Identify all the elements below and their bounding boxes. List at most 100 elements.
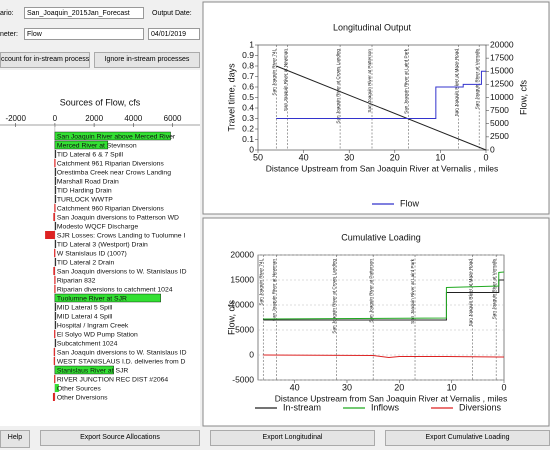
y2-axis-label: Flow, cfs [518,80,528,116]
category-label: San Joaquin diversions to W. Stanislaus … [57,349,187,356]
bar [45,231,55,239]
y-tick-label: 0.6 [242,81,254,91]
category-label: San Joaquin River above Merced River [57,133,176,140]
y-tick-label: 1 [249,39,254,49]
y-axis-label: Flow, cfs [226,300,236,336]
station-label: San Joaquin River at Laird Park [410,258,415,324]
category-label: Catchment 960 Riparian Diversions [57,205,165,212]
category-label: TURLOCK WWTP [57,196,113,203]
bar [54,285,56,293]
x-tick-label: 40 [299,152,309,162]
bar [53,267,55,275]
category-label: Merced River at Stevinson [57,142,137,149]
button[interactable]: Export Longitudinal [210,430,375,446]
y2-tick-label: 5000 [490,118,509,128]
category-label: Subcatchment 1024 [57,340,118,347]
station-label: San Joaquin River at Vernalis [491,258,496,319]
y2-tick-label: 2500 [490,131,509,141]
category-label: TID Lateral 6 & 7 Spill [57,151,124,158]
x-tick-label: 2000 [85,114,103,123]
x-axis-label: Distance Upstream from San Joaquin River… [275,393,507,403]
bar [54,168,57,176]
x-tick-label: 20 [390,152,400,162]
station-label: San Joaquin River at Vernalis [474,48,479,109]
y-tick-label: 10000 [230,299,254,309]
y2-tick-label: 0 [490,144,495,154]
x-tick-label: 10 [447,382,457,392]
y2-tick-label: 15000 [490,66,514,76]
series-line [263,271,505,320]
date-label: Output Date: [152,10,192,17]
category-label: Orestimba Creek near Crows Landing [57,169,171,176]
bar [54,365,114,375]
y-tick-label: 0.7 [242,71,254,81]
x-tick-label: 10 [435,152,445,162]
chart-title: Sources of Flow, cfs [60,97,141,107]
bar [54,177,57,185]
x-tick-label: -2000 [5,114,26,123]
chart-title: Longitudinal Output [333,22,412,32]
y2-tick-label: 20000 [490,39,514,49]
category-label: W Stanislaus ID (1007) [57,250,127,257]
category-label: San Joaquin diversions to W. Stanislaus … [57,268,187,275]
bottom-panel [202,217,550,427]
category-label: Hospital / Ingram Creek [57,322,129,329]
category-label: Marshall Road Drain [57,178,119,185]
y-tick-label: 0.8 [242,60,254,70]
legend-label: Diversions [459,402,502,412]
y-tick-label: 0.2 [242,123,254,133]
station-label: San Joaquin River at Patterson [367,49,372,113]
station-label: San Joaquin River at Newman [283,49,288,111]
top-panel [202,1,550,215]
category-label: SJR Losses: Crows Landing to Tuolumne I [57,232,186,239]
x-tick-label: 0 [53,114,58,123]
x-tick-label: 30 [342,382,352,392]
parameter-label: neter: [0,31,18,38]
category-label: El Solyo WD Pump Station [57,331,138,338]
series-line [276,65,487,151]
station-label: San Joaquin River 741 [271,49,276,96]
plot-area [257,254,505,381]
bar [54,186,57,194]
x-tick-label: 0 [501,382,506,392]
date-input[interactable]: 04/01/2019 [148,28,200,40]
parameter-select[interactable]: Flow [24,28,144,40]
y-tick-label: 0 [249,144,254,154]
bar [54,150,57,158]
category-label: MID Lateral 4 Spill [57,313,113,320]
station-label: San Joaquin River at Crows Landing [335,49,340,124]
y2-tick-label: 12500 [490,79,514,89]
y-tick-label: 5000 [235,324,254,334]
category-label: TID Harding Drain [57,187,112,194]
y-axis-label: Travel time, days [226,63,236,132]
bar [52,393,55,401]
scenario-select[interactable]: San_Joaquin_2015Jan_Forecast [24,7,144,19]
x-tick-label: 30 [344,152,354,162]
y-tick-label: 0 [249,349,254,359]
bar [54,339,57,347]
category-label: Catchment 961 Riparian Diversions [57,160,165,167]
button[interactable]: Export Source Allocations [40,430,200,446]
chart-title: Cumulative Loading [341,232,421,242]
bar [53,213,55,221]
y-tick-label: 0.1 [242,134,254,144]
ignore-option[interactable]: Ignore in-stream processes [94,52,200,68]
bar [53,348,55,356]
bar [54,303,57,311]
charts: Sources of Flow, cfs-2000 0 2000 4000 6000Sa… [0,1,550,427]
x-tick-label: 0 [483,152,488,162]
y-tick-label: 0.9 [242,50,254,60]
y-tick-label: 15000 [230,274,254,284]
category-label: Other Diversions [57,394,108,401]
category-label: Tuolumne River at SJR [57,295,127,302]
category-label: WEST STANISLAUS I.D. deliveries from D [57,358,186,365]
bar [54,321,57,329]
x-axis-label: Distance Upstream from San Joaquin River… [266,163,498,173]
button[interactable]: Help [0,430,30,448]
y-tick-label: 0.5 [242,92,254,102]
category-label: Other Sources [57,385,101,392]
y2-tick-label: 10000 [490,92,514,102]
button[interactable]: Export Cumulative Loading [385,430,550,446]
account-option[interactable]: ccount for in-stream processes [0,52,90,68]
bar [54,258,57,266]
